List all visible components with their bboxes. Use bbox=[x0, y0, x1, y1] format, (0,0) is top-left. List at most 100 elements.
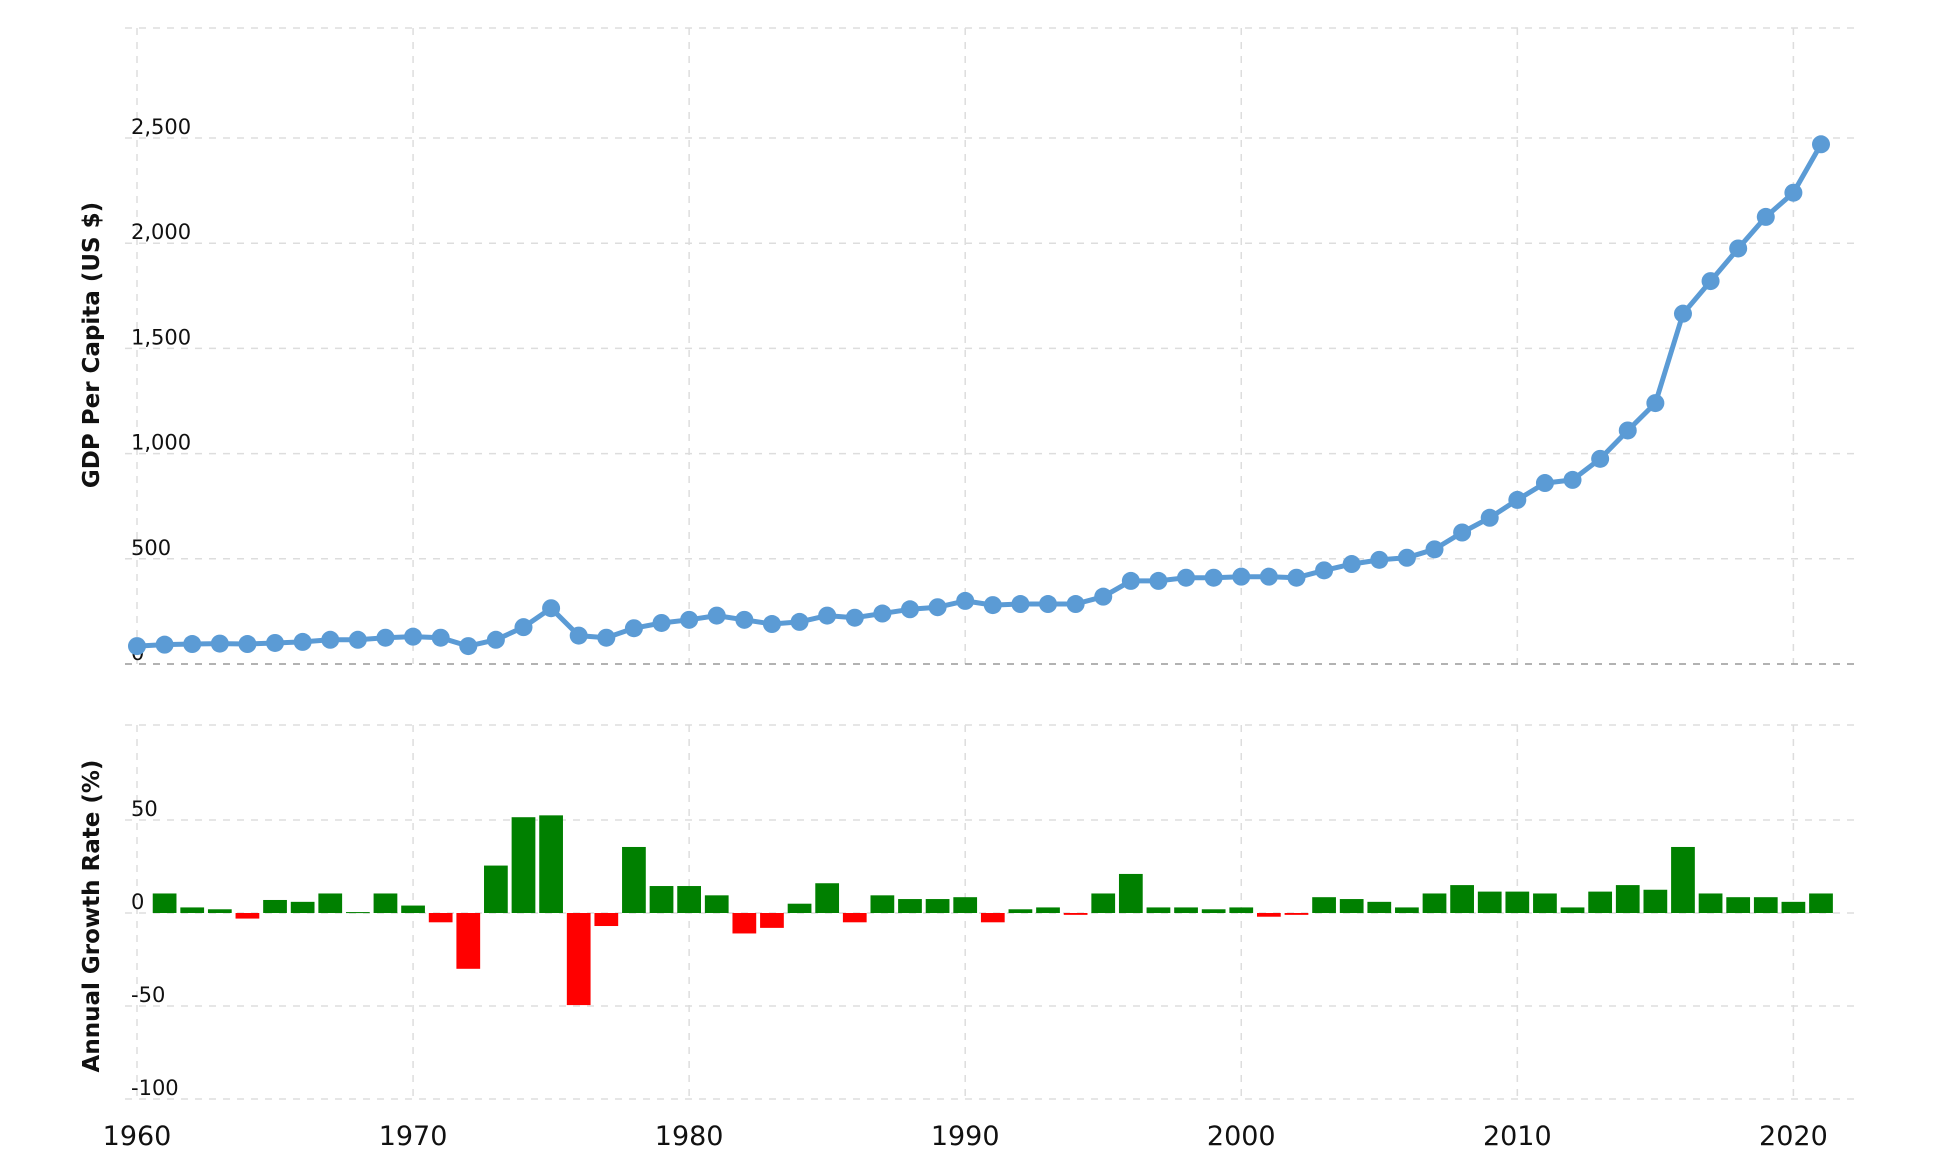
gdp-point-2008 bbox=[1453, 523, 1472, 542]
growth-bar-1995 bbox=[1091, 893, 1116, 913]
growth-bar-2009 bbox=[1477, 891, 1502, 913]
growth-bar-1990 bbox=[953, 897, 978, 913]
gdp-point-1998 bbox=[1177, 568, 1196, 587]
growth-bar-1982 bbox=[732, 913, 757, 934]
gdp-point-2015 bbox=[1646, 394, 1665, 413]
gdp-point-1980 bbox=[680, 610, 699, 629]
gdp-point-2007 bbox=[1425, 540, 1444, 559]
growth-bar-1967 bbox=[318, 893, 343, 913]
gdp-point-1978 bbox=[624, 619, 643, 638]
growth-bar-2005 bbox=[1367, 901, 1392, 913]
growth-bar-1989 bbox=[925, 899, 950, 913]
gdp-point-2019 bbox=[1756, 207, 1775, 226]
growth-bar-1972 bbox=[456, 913, 481, 969]
growth-bar-1973 bbox=[484, 865, 508, 913]
gdp-point-2013 bbox=[1591, 449, 1610, 468]
gdp-point-2021 bbox=[1812, 135, 1830, 154]
growth-bar-1988 bbox=[898, 899, 922, 913]
growth-bar-2019 bbox=[1753, 897, 1778, 913]
growth-bar-1968 bbox=[345, 912, 370, 914]
growth-bar-2020 bbox=[1781, 901, 1806, 913]
gdp-point-1975 bbox=[542, 599, 561, 618]
top-ytick-label: 1,000 bbox=[131, 431, 191, 455]
gdp-point-1990 bbox=[956, 591, 975, 610]
growth-bar-1985 bbox=[815, 883, 840, 913]
gdp-point-1963 bbox=[210, 634, 229, 653]
growth-bar-1976 bbox=[566, 913, 591, 1006]
top-ytick-label: 1,500 bbox=[131, 325, 191, 349]
top-ytick-label: 2,000 bbox=[131, 220, 191, 244]
gdp-point-1974 bbox=[514, 618, 533, 637]
growth-bar-2011 bbox=[1533, 893, 1557, 913]
gdp-point-1988 bbox=[900, 600, 919, 619]
gdp-point-1997 bbox=[1149, 571, 1168, 590]
x-tick-label: 1970 bbox=[379, 1121, 448, 1152]
gdp-point-1994 bbox=[1066, 595, 1085, 614]
x-tick-label: 2000 bbox=[1207, 1121, 1276, 1152]
growth-bar-1998 bbox=[1174, 907, 1198, 913]
grid-lines bbox=[125, 27, 1860, 1100]
gdp-point-1993 bbox=[1039, 595, 1058, 614]
gdp-point-2004 bbox=[1342, 555, 1361, 574]
top-chart-ylabel: GDP Per Capita (US $) bbox=[79, 202, 105, 488]
gdp-point-1995 bbox=[1094, 587, 1113, 606]
gdp-point-1987 bbox=[873, 604, 892, 623]
x-tick-label: 2020 bbox=[1759, 1121, 1828, 1152]
gdp-point-1973 bbox=[486, 630, 505, 649]
gdp-point-1999 bbox=[1204, 568, 1223, 587]
growth-bar-2000 bbox=[1229, 907, 1254, 913]
bottom-chart-ylabel: Annual Growth Rate (%) bbox=[79, 760, 105, 1073]
gdp-point-2002 bbox=[1287, 568, 1306, 587]
growth-bar-1981 bbox=[704, 895, 729, 913]
top-ytick-label: 500 bbox=[131, 536, 171, 560]
gdp-point-1991 bbox=[983, 596, 1002, 615]
growth-bar-1983 bbox=[760, 913, 784, 928]
gdp-point-1996 bbox=[1121, 571, 1140, 590]
gdp-point-2020 bbox=[1784, 183, 1803, 202]
gdp-point-2005 bbox=[1370, 550, 1389, 569]
growth-bar-1986 bbox=[842, 913, 867, 923]
x-tick-label: 1980 bbox=[655, 1121, 724, 1152]
gdp-point-1976 bbox=[569, 626, 588, 645]
gdp-point-1969 bbox=[376, 628, 395, 647]
gdp-point-1979 bbox=[652, 613, 671, 632]
growth-bar-2021 bbox=[1809, 893, 1833, 913]
x-tick-label: 1960 bbox=[103, 1121, 172, 1152]
gdp-point-1968 bbox=[348, 630, 367, 649]
gdp-point-2009 bbox=[1480, 508, 1499, 527]
gdp-line bbox=[136, 143, 1824, 649]
growth-bar-1971 bbox=[428, 913, 453, 923]
top-ytick-label: 2,500 bbox=[131, 115, 191, 139]
gdp-point-2017 bbox=[1701, 272, 1720, 291]
gdp-point-1966 bbox=[293, 632, 312, 651]
bottom-ytick-label: 0 bbox=[131, 890, 144, 914]
growth-bar-2001 bbox=[1256, 913, 1281, 917]
growth-bar-1994 bbox=[1063, 913, 1088, 915]
growth-bar-1961 bbox=[152, 893, 177, 913]
gdp-point-2003 bbox=[1315, 561, 1334, 580]
growth-bar-2016 bbox=[1671, 846, 1695, 913]
growth-bar-1963 bbox=[207, 909, 232, 913]
gdp-point-1989 bbox=[928, 598, 947, 617]
growth-bar-1965 bbox=[263, 899, 287, 913]
gdp-point-1983 bbox=[762, 615, 781, 634]
growth-bar-1991 bbox=[980, 913, 1005, 923]
growth-bar-2003 bbox=[1312, 897, 1336, 913]
growth-bar-1980 bbox=[677, 886, 702, 913]
growth-bar-2018 bbox=[1726, 897, 1751, 913]
growth-bar-1987 bbox=[870, 895, 895, 913]
gdp-line-series bbox=[128, 135, 1830, 656]
growth-bar-1993 bbox=[1036, 907, 1060, 913]
gdp-point-1965 bbox=[266, 633, 285, 652]
growth-bar-1962 bbox=[180, 907, 205, 913]
gdp-point-1964 bbox=[238, 635, 257, 654]
growth-bar-1984 bbox=[787, 903, 812, 913]
gdp-point-1960 bbox=[128, 637, 146, 656]
gdp-point-2000 bbox=[1232, 567, 1251, 586]
growth-bar-2015 bbox=[1643, 889, 1668, 913]
bottom-ytick-label: 50 bbox=[131, 797, 158, 821]
growth-bar-2014 bbox=[1615, 885, 1640, 913]
growth-bar-1979 bbox=[649, 886, 674, 913]
x-axis-ticks: 1960 1970 1980 1990 2000 2010 2020 bbox=[103, 1121, 1828, 1152]
